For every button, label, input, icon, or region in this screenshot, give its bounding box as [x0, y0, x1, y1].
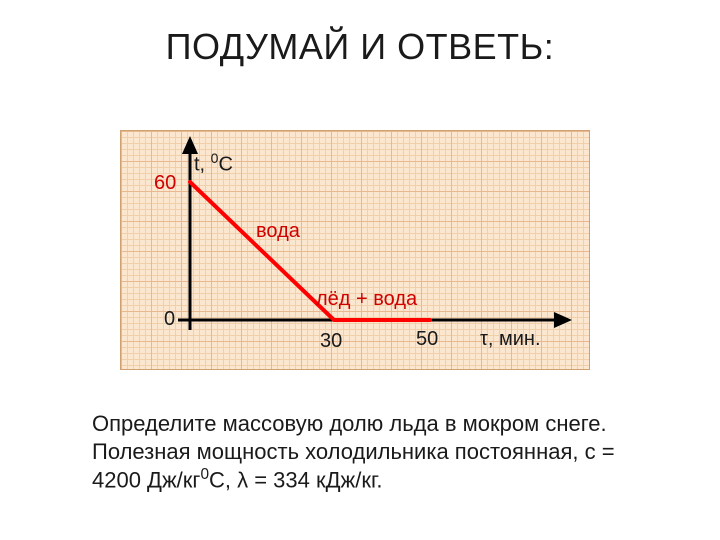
cooling-chart: t, 0C 60 0 30 50 τ, мин. вода лёд + вода: [120, 130, 590, 370]
caption-line2a: Полезная мощность холодильника постоянна…: [92, 439, 615, 464]
caption-line2b: 4200 Дж/кг: [92, 467, 200, 492]
caption-line1: Определите массовую долю льда в мокром с…: [92, 411, 607, 436]
y-axis-label-text: t,: [194, 154, 211, 176]
caption-line2c: С, λ = 334 кДж/кг.: [209, 467, 382, 492]
y-axis-label: t, 0C: [194, 150, 233, 177]
y-tick-60: 60: [154, 172, 176, 195]
x-tick-30: 30: [320, 330, 342, 353]
x-axis-label: τ, мин.: [480, 328, 541, 351]
x-tick-50: 50: [416, 328, 438, 351]
caption-line2sup: 0: [200, 466, 209, 483]
x-axis-arrowhead: [554, 312, 572, 328]
annotation-water: вода: [256, 220, 300, 243]
problem-text: Определите массовую долю льда в мокром с…: [92, 410, 632, 494]
y-axis-label-tail: C: [218, 154, 232, 176]
page-title: ПОДУМАЙ И ОТВЕТЬ:: [0, 0, 720, 68]
y-tick-0: 0: [164, 308, 175, 331]
annotation-ice-water: лёд + вода: [316, 288, 417, 311]
